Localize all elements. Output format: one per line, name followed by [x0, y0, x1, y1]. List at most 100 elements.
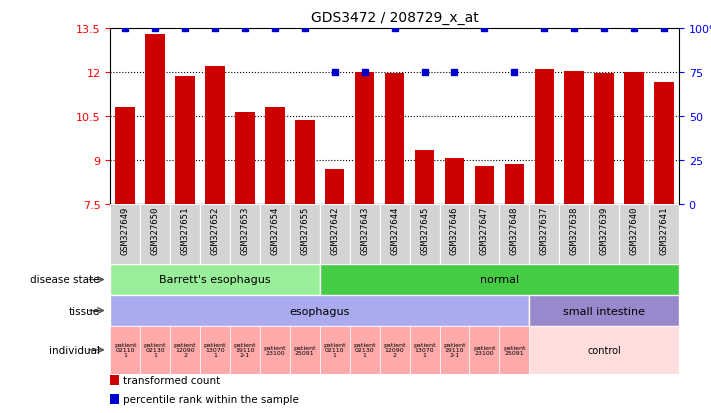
- Bar: [499, 204, 529, 264]
- Text: patient
13070
1: patient 13070 1: [204, 342, 226, 358]
- Bar: [290, 326, 320, 374]
- Bar: [295, 121, 314, 204]
- Bar: [260, 204, 290, 264]
- Bar: [469, 326, 499, 374]
- Text: patient
19110
2-1: patient 19110 2-1: [234, 342, 256, 358]
- Bar: [594, 74, 614, 204]
- Text: normal: normal: [480, 275, 519, 285]
- Text: patient
02130
1: patient 02130 1: [144, 342, 166, 358]
- Bar: [410, 204, 439, 264]
- Text: GSM327639: GSM327639: [599, 206, 609, 254]
- Bar: [439, 204, 469, 264]
- Bar: [205, 67, 225, 204]
- Text: patient
19110
2-1: patient 19110 2-1: [443, 342, 466, 358]
- Text: GSM327637: GSM327637: [540, 206, 549, 254]
- Text: GSM327641: GSM327641: [660, 206, 668, 254]
- Bar: [439, 326, 469, 374]
- Bar: [235, 112, 255, 204]
- Bar: [499, 326, 529, 374]
- Text: control: control: [587, 345, 621, 355]
- Bar: [200, 204, 230, 264]
- Text: GSM327654: GSM327654: [270, 206, 279, 254]
- Text: esophagus: esophagus: [289, 306, 350, 316]
- Bar: [265, 108, 284, 204]
- Bar: [230, 326, 260, 374]
- Bar: [380, 326, 410, 374]
- Bar: [619, 204, 649, 264]
- Text: percentile rank within the sample: percentile rank within the sample: [123, 394, 299, 404]
- Bar: [654, 83, 674, 204]
- Bar: [110, 295, 529, 326]
- Bar: [176, 77, 195, 204]
- Text: patient
02110
1: patient 02110 1: [114, 342, 137, 358]
- Text: GSM327647: GSM327647: [480, 206, 489, 254]
- Bar: [535, 70, 554, 204]
- Bar: [115, 108, 135, 204]
- Text: tissue: tissue: [68, 306, 100, 316]
- Text: patient
23100: patient 23100: [264, 345, 286, 355]
- Bar: [290, 204, 320, 264]
- Bar: [170, 204, 200, 264]
- Text: patient
02130
1: patient 02130 1: [353, 342, 376, 358]
- Bar: [469, 204, 499, 264]
- Text: patient
25091: patient 25091: [503, 345, 525, 355]
- Bar: [589, 204, 619, 264]
- Bar: [529, 295, 679, 326]
- Text: GSM327649: GSM327649: [121, 206, 129, 254]
- Text: Barrett's esophagus: Barrett's esophagus: [159, 275, 271, 285]
- Text: GSM327643: GSM327643: [360, 206, 369, 254]
- Bar: [565, 71, 584, 204]
- Text: patient
12090
2: patient 12090 2: [173, 342, 196, 358]
- Bar: [325, 169, 344, 204]
- Bar: [385, 74, 405, 204]
- Text: GSM327646: GSM327646: [450, 206, 459, 254]
- Bar: [649, 204, 679, 264]
- Bar: [140, 326, 170, 374]
- Bar: [140, 204, 170, 264]
- Bar: [200, 326, 230, 374]
- Text: GSM327640: GSM327640: [630, 206, 638, 254]
- Text: GSM327653: GSM327653: [240, 206, 250, 254]
- Bar: [505, 165, 524, 204]
- Text: GSM327645: GSM327645: [420, 206, 429, 254]
- Bar: [260, 326, 290, 374]
- Text: GSM327642: GSM327642: [330, 206, 339, 254]
- Bar: [320, 204, 350, 264]
- Bar: [475, 166, 494, 204]
- Bar: [110, 204, 140, 264]
- Bar: [529, 326, 679, 374]
- Bar: [445, 159, 464, 204]
- Text: GSM327644: GSM327644: [390, 206, 399, 254]
- Text: transformed count: transformed count: [123, 375, 220, 385]
- Bar: [110, 394, 119, 404]
- Bar: [110, 264, 320, 295]
- Bar: [110, 375, 119, 385]
- Bar: [529, 204, 560, 264]
- Bar: [145, 35, 165, 204]
- Text: individual: individual: [48, 345, 100, 355]
- Text: patient
12090
2: patient 12090 2: [383, 342, 406, 358]
- Text: patient
02110
1: patient 02110 1: [324, 342, 346, 358]
- Text: GSM327638: GSM327638: [570, 206, 579, 254]
- Bar: [355, 73, 375, 204]
- Text: small intestine: small intestine: [563, 306, 645, 316]
- Bar: [110, 326, 140, 374]
- Text: patient
13070
1: patient 13070 1: [413, 342, 436, 358]
- Bar: [350, 204, 380, 264]
- Title: GDS3472 / 208729_x_at: GDS3472 / 208729_x_at: [311, 11, 479, 25]
- Bar: [410, 326, 439, 374]
- Text: GSM327650: GSM327650: [151, 206, 159, 254]
- Bar: [415, 150, 434, 204]
- Bar: [320, 264, 679, 295]
- Bar: [230, 204, 260, 264]
- Text: GSM327648: GSM327648: [510, 206, 519, 254]
- Bar: [380, 204, 410, 264]
- Text: patient
23100: patient 23100: [473, 345, 496, 355]
- Bar: [624, 73, 644, 204]
- Bar: [320, 326, 350, 374]
- Text: GSM327651: GSM327651: [181, 206, 190, 254]
- Text: patient
25091: patient 25091: [294, 345, 316, 355]
- Bar: [170, 326, 200, 374]
- Bar: [350, 326, 380, 374]
- Text: disease state: disease state: [30, 275, 100, 285]
